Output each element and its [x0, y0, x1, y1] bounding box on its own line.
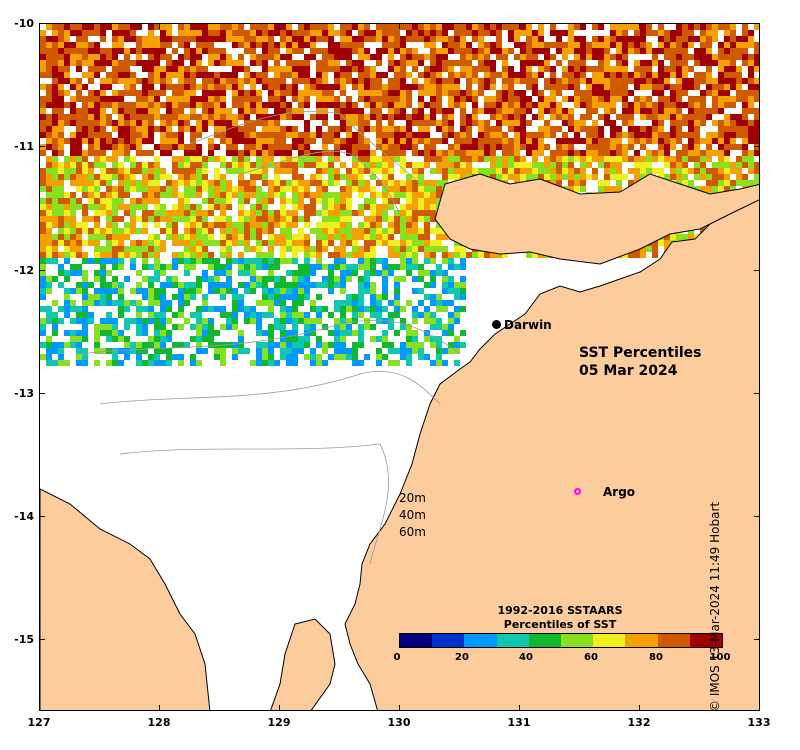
map-panel	[39, 23, 760, 711]
arnhem-land-coast	[344, 194, 759, 710]
tick-mark	[639, 705, 640, 711]
lat-tick-label: -12	[14, 264, 34, 277]
lon-tick-label: 132	[627, 716, 651, 729]
tick-mark	[754, 270, 760, 271]
argo-float-icon	[574, 488, 581, 495]
lon-tick-label: 127	[27, 716, 51, 729]
colorbar-segment	[496, 634, 529, 647]
tick-mark	[279, 23, 280, 29]
tick-mark	[754, 146, 760, 147]
colorbar-segment	[625, 634, 658, 647]
city-label: Darwin	[504, 318, 552, 332]
legend-title: 1992-2016 SSTAARS Percentiles of SST	[400, 604, 720, 632]
legend-tick-label: 20	[455, 652, 469, 663]
northern-islands	[434, 173, 759, 265]
legend-tick-label: 100	[709, 652, 731, 663]
lat-tick-label: -14	[14, 510, 34, 523]
lon-tick-label: 133	[747, 716, 771, 729]
lat-tick-label: -13	[14, 387, 34, 400]
lat-tick-label: -10	[14, 17, 34, 30]
tick-mark	[39, 23, 45, 24]
lon-tick-label: 129	[267, 716, 291, 729]
tick-mark	[39, 146, 45, 147]
tick-mark	[754, 393, 760, 394]
colorbar-segment	[464, 634, 497, 647]
depth-contours	[79, 111, 461, 565]
legend-tick-label: 40	[519, 652, 533, 663]
sst-percentile-layer	[40, 24, 759, 366]
tick-mark	[39, 639, 45, 640]
tick-mark	[39, 516, 45, 517]
depth-label: 60m	[399, 525, 426, 539]
western-coast	[40, 488, 211, 710]
colorbar-segment	[561, 634, 594, 647]
colorbar-segment	[593, 634, 626, 647]
lat-tick-label: -15	[14, 633, 34, 646]
credit-text: © IMOS 13-Mar-2024 11:49 Hobart	[708, 501, 722, 712]
colorbar-segment	[657, 634, 690, 647]
legend-tick-label: 60	[584, 652, 598, 663]
colorbar-segment	[432, 634, 465, 647]
map-title: SST Percentiles 05 Mar 2024	[579, 344, 702, 380]
tick-mark	[399, 23, 400, 29]
map-title-line1: SST Percentiles	[579, 345, 702, 361]
colorbar-segment	[400, 634, 433, 647]
tick-mark	[754, 516, 760, 517]
tick-mark	[279, 705, 280, 711]
tick-mark	[639, 23, 640, 29]
map-canvas	[40, 24, 759, 710]
tick-mark	[399, 705, 400, 711]
tick-mark	[519, 23, 520, 29]
lon-tick-label: 131	[507, 716, 531, 729]
city-marker-icon	[492, 320, 501, 329]
depth-label: 40m	[399, 508, 426, 522]
legend-title-line1: 1992-2016 SSTAARS	[497, 604, 623, 617]
tick-mark	[39, 270, 45, 271]
tick-mark	[159, 705, 160, 711]
lat-tick-label: -11	[14, 140, 34, 153]
legend-tick-label: 0	[393, 652, 401, 663]
tick-mark	[39, 393, 45, 394]
map-title-date: 05 Mar 2024	[579, 363, 678, 379]
tick-mark	[754, 23, 760, 24]
percentile-colorbar	[399, 633, 723, 648]
lon-tick-label: 128	[147, 716, 171, 729]
tick-mark	[159, 23, 160, 29]
argo-label: Argo	[603, 485, 636, 499]
depth-label: 20m	[399, 491, 426, 505]
lon-tick-label: 130	[387, 716, 411, 729]
legend-title-line2: Percentiles of SST	[503, 618, 617, 631]
tick-mark	[754, 639, 760, 640]
legend-tick-label: 80	[649, 652, 663, 663]
colorbar-segment	[689, 634, 723, 647]
colorbar-segment	[528, 634, 562, 647]
tick-mark	[519, 705, 520, 711]
land-layer	[40, 173, 759, 710]
peninsula-land	[270, 618, 336, 710]
